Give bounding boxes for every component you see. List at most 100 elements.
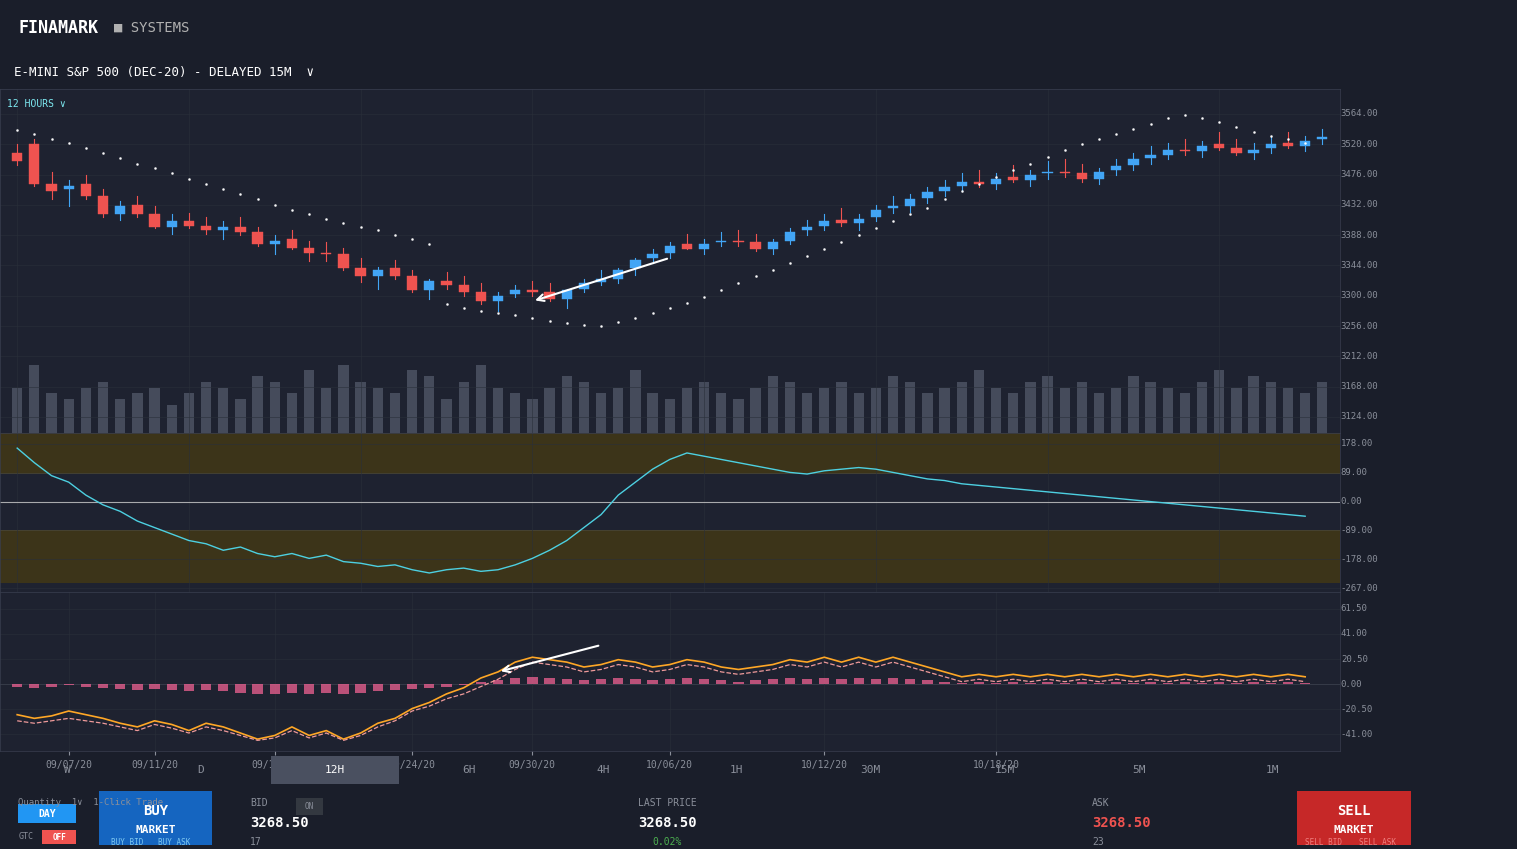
Bar [373, 684, 382, 691]
Bar [836, 220, 846, 223]
Bar [425, 684, 434, 688]
Bar [493, 680, 504, 684]
Bar [854, 678, 863, 684]
Bar [407, 684, 417, 689]
Text: 3268.50: 3268.50 [639, 816, 696, 830]
Bar [1025, 382, 1036, 434]
Bar [355, 382, 366, 434]
Text: 3168.00: 3168.00 [1341, 382, 1379, 391]
Bar [1129, 683, 1139, 684]
Bar [303, 248, 314, 253]
Bar [733, 399, 743, 434]
Bar [1094, 171, 1104, 178]
Text: 3256.00: 3256.00 [1341, 322, 1379, 330]
Text: ■ SYSTEMS: ■ SYSTEMS [114, 20, 190, 35]
Bar [974, 370, 985, 434]
Bar [1009, 393, 1018, 434]
Bar [12, 388, 23, 434]
Bar [510, 393, 520, 434]
Bar [1059, 171, 1069, 173]
Bar [596, 278, 607, 282]
Bar [716, 393, 727, 434]
Text: 0.00: 0.00 [1341, 679, 1362, 689]
Bar [1297, 790, 1411, 846]
Bar [613, 388, 623, 434]
Text: 3268.50: 3268.50 [1092, 816, 1151, 830]
Bar [579, 680, 589, 684]
Text: GTC: GTC [18, 832, 33, 841]
Bar [184, 393, 194, 434]
Bar [132, 393, 143, 434]
Bar [1145, 382, 1156, 434]
Bar [390, 268, 400, 277]
Bar [99, 196, 108, 215]
Bar [184, 684, 194, 691]
Bar [887, 376, 898, 434]
Bar [218, 684, 229, 691]
Text: 3520.00: 3520.00 [1341, 140, 1379, 149]
Bar [974, 682, 985, 684]
Bar [1025, 175, 1036, 180]
Bar [957, 382, 966, 434]
Text: 1H: 1H [730, 765, 743, 775]
Bar [287, 393, 297, 434]
Bar [493, 388, 504, 434]
Bar [287, 684, 297, 693]
Bar [836, 679, 846, 684]
Bar [29, 364, 39, 434]
Text: BUY ASK: BUY ASK [158, 838, 190, 847]
Bar [132, 684, 143, 690]
Text: 89.00: 89.00 [1341, 469, 1368, 477]
Bar [200, 382, 211, 434]
Bar [18, 804, 76, 823]
Bar [768, 242, 778, 249]
Bar [699, 679, 710, 684]
Text: 3432.00: 3432.00 [1341, 200, 1379, 210]
Bar [681, 388, 692, 434]
Bar [296, 797, 323, 815]
Bar [200, 684, 211, 690]
Text: BUY BID: BUY BID [111, 838, 143, 847]
Text: SELL BID: SELL BID [1305, 838, 1341, 847]
Bar [270, 684, 281, 694]
Bar [1094, 683, 1104, 684]
Bar [1110, 388, 1121, 434]
Bar [476, 292, 485, 301]
Bar [648, 393, 658, 434]
Bar [630, 260, 640, 268]
Bar [270, 756, 399, 784]
Bar [545, 388, 555, 434]
Text: 6H: 6H [463, 765, 475, 775]
Bar [270, 382, 281, 434]
Bar [235, 399, 246, 434]
Bar [1300, 141, 1311, 146]
Text: 0.00: 0.00 [1341, 498, 1362, 506]
Text: 15M: 15M [995, 765, 1015, 775]
Text: 0.02%: 0.02% [652, 836, 683, 846]
Bar [819, 678, 830, 684]
Bar [630, 370, 640, 434]
Bar [322, 684, 331, 693]
Bar [1283, 682, 1292, 684]
Bar [906, 679, 915, 684]
Bar [167, 405, 177, 434]
Bar [1232, 388, 1241, 434]
Bar [1145, 155, 1156, 158]
Bar [0, 420, 1340, 473]
Bar [1009, 682, 1018, 684]
Bar [322, 253, 331, 255]
Bar [681, 245, 692, 249]
Bar [751, 388, 760, 434]
Bar [648, 255, 658, 258]
Text: 12H: 12H [325, 765, 344, 775]
Bar [390, 393, 400, 434]
Bar [115, 399, 126, 434]
Text: 3212.00: 3212.00 [1341, 351, 1379, 361]
Text: 30M: 30M [860, 765, 881, 775]
Bar [784, 233, 795, 240]
Text: W: W [64, 765, 70, 775]
Bar [1059, 388, 1069, 434]
Bar [751, 680, 760, 684]
Bar [407, 277, 417, 290]
Text: 23: 23 [1092, 836, 1104, 846]
